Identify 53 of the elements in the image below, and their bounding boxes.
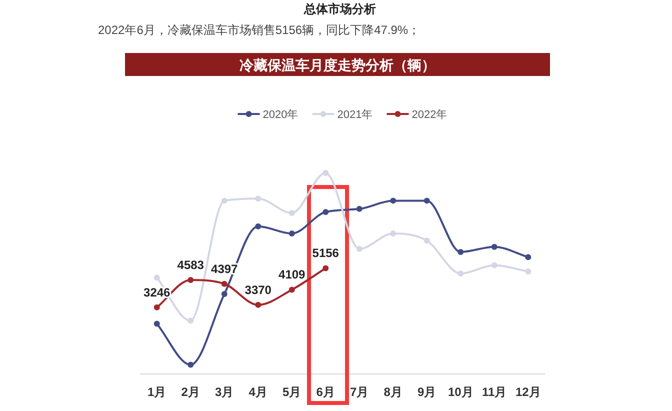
x-tick-label: 1月 xyxy=(148,385,166,399)
data-label: 3246 xyxy=(144,285,171,300)
point xyxy=(255,223,262,230)
text: 2022年6月，冷藏保温车市场销售5156辆，同比下降47.9%； xyxy=(98,23,420,37)
chart-title: 冷藏保温车月度走势分析（辆） xyxy=(240,57,436,73)
point xyxy=(356,246,362,252)
x-tick-label: 2月 xyxy=(181,385,200,399)
point xyxy=(458,248,464,255)
data-label: 4109 xyxy=(278,268,306,282)
point xyxy=(322,265,329,272)
point xyxy=(525,254,532,260)
x-tick-label: 7月 xyxy=(350,385,369,399)
point xyxy=(188,277,194,283)
point xyxy=(154,274,160,281)
point xyxy=(390,198,396,204)
x-tick-label: 6月 xyxy=(316,385,335,399)
point xyxy=(221,280,228,287)
point xyxy=(255,302,262,308)
point xyxy=(458,270,464,276)
point xyxy=(356,206,362,212)
legend-label: 2022年 xyxy=(412,109,448,121)
x-tick-label: 4月 xyxy=(248,385,268,399)
x-tick-label: 5月 xyxy=(282,385,302,399)
data-label: 3370 xyxy=(244,282,272,297)
point xyxy=(322,208,329,215)
point xyxy=(288,286,295,293)
text: 总体市场分析 xyxy=(303,2,376,16)
point xyxy=(525,268,532,274)
point xyxy=(424,198,430,204)
data-label: 5156 xyxy=(312,246,340,260)
point xyxy=(390,230,396,237)
x-tick-label: 8月 xyxy=(384,385,402,399)
x-tick-label: 12月 xyxy=(515,385,541,399)
point xyxy=(188,318,194,324)
legend-label: 2021年 xyxy=(337,109,373,121)
data-label: 4583 xyxy=(177,258,204,272)
point xyxy=(288,210,295,216)
point xyxy=(221,291,228,298)
x-tick-label: 9月 xyxy=(418,385,436,399)
point xyxy=(424,238,430,244)
x-tick-label: 3月 xyxy=(215,385,234,399)
point xyxy=(288,230,295,237)
point xyxy=(491,262,498,268)
point xyxy=(322,170,329,176)
x-tick-label: 11月 xyxy=(482,385,507,399)
point xyxy=(188,362,194,368)
x-tick-label: 10月 xyxy=(448,385,474,399)
legend-label: 2020年 xyxy=(262,109,298,121)
point xyxy=(154,320,160,327)
point xyxy=(491,244,498,250)
point xyxy=(255,196,262,202)
point xyxy=(154,304,160,310)
point xyxy=(221,198,228,204)
